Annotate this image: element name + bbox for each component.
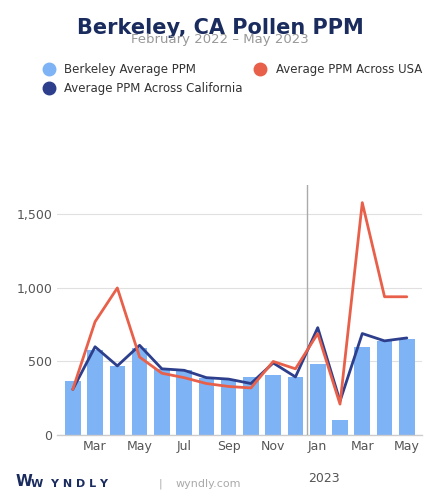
Bar xyxy=(87,350,103,435)
Bar xyxy=(65,380,81,435)
Text: 2023: 2023 xyxy=(308,472,340,485)
Bar xyxy=(265,374,281,435)
Text: February 2022 – May 2023: February 2022 – May 2023 xyxy=(131,34,309,46)
Text: W  Y N D L Y: W Y N D L Y xyxy=(31,479,108,489)
Bar xyxy=(288,377,303,435)
Text: |: | xyxy=(158,478,162,489)
Text: W: W xyxy=(16,474,33,489)
Bar xyxy=(132,348,147,435)
Bar xyxy=(243,377,259,435)
Bar xyxy=(310,364,326,435)
Bar xyxy=(377,341,392,435)
Bar xyxy=(154,369,170,435)
Bar xyxy=(332,420,348,435)
Bar xyxy=(399,340,414,435)
Text: Berkeley, CA Pollen PPM: Berkeley, CA Pollen PPM xyxy=(77,18,363,38)
Bar xyxy=(110,366,125,435)
Bar xyxy=(198,378,214,435)
Text: wyndly.com: wyndly.com xyxy=(176,479,242,489)
Bar xyxy=(221,379,236,435)
Legend: Berkeley Average PPM, Average PPM Across California, Average PPM Across USA: Berkeley Average PPM, Average PPM Across… xyxy=(32,58,427,100)
Bar xyxy=(176,370,192,435)
Bar xyxy=(355,347,370,435)
